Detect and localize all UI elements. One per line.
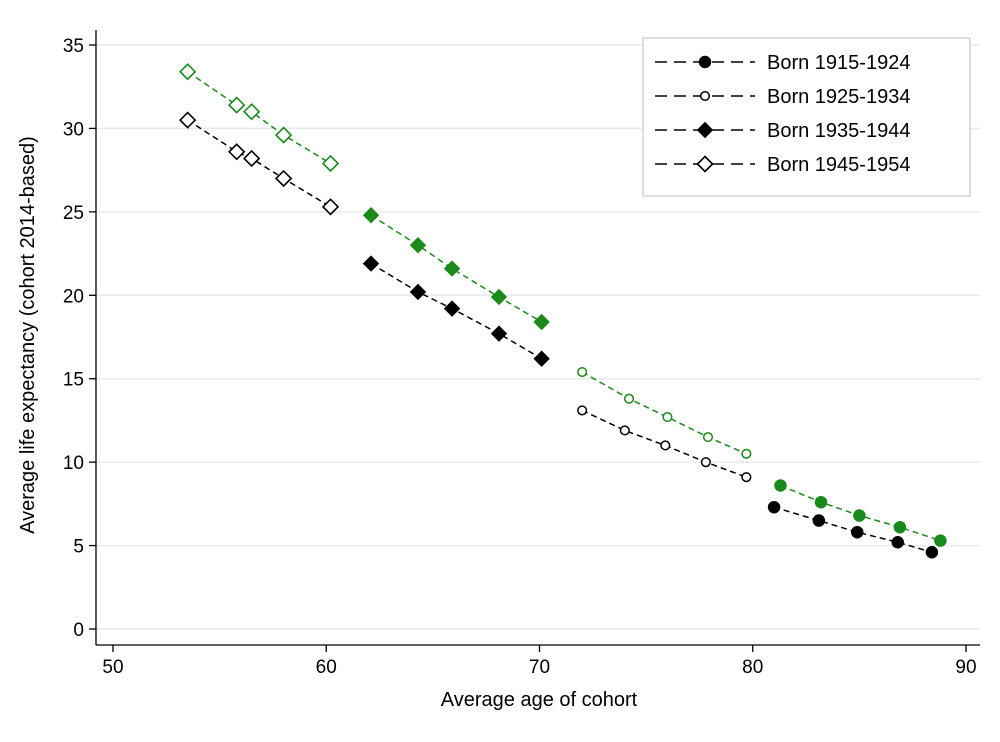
data-point [362,255,380,272]
series-0 [767,500,939,559]
y-tick-label: 25 [63,203,84,224]
series-layer [179,63,947,559]
legend-item: Born 1935-1944 [655,120,910,142]
data-point [533,313,550,331]
data-point [660,440,671,451]
y-tick-label: 30 [63,119,84,140]
data-point [767,500,781,514]
axes: 0 5 10 15 20 25 30 35 50 60 70 80 90 [63,30,980,678]
data-point [774,479,787,492]
data-point [409,283,427,301]
y-tick-label: 0 [73,620,84,641]
x-axis-title: Average age of cohort [441,689,638,711]
series-3 [577,366,752,459]
data-point [443,300,461,317]
legend-marker [696,155,714,173]
data-point [228,143,246,161]
legend-marker [698,55,712,69]
legend-item: Born 1915-1924 [655,52,910,74]
series-1 [774,479,947,547]
legend-item: Born 1945-1954 [655,154,910,176]
y-axis-title: Average life expectancy (cohort 2014-bas… [17,136,39,534]
series-7 [179,63,340,173]
y-tick-label: 35 [63,36,84,57]
y-tick-label: 10 [63,453,84,474]
data-point [577,405,588,416]
legend-label: Born 1945-1954 [767,154,910,176]
series-2 [577,405,752,483]
data-point [409,237,427,254]
data-point [533,350,550,367]
data-point [814,495,828,509]
data-point [853,509,866,522]
data-point [850,525,864,539]
legend-box [642,37,971,197]
x-tick-label: 90 [955,657,976,678]
data-point [624,393,635,404]
legend: Born 1915-1924 Born 1925-1934 Born 1935-19… [642,37,971,197]
x-tick-label: 50 [102,657,123,678]
series-line [773,506,933,553]
data-point [490,325,508,342]
y-tick-label: 15 [63,370,84,391]
legend-marker [699,90,711,102]
legend-marker [696,121,714,139]
series-line [581,371,747,455]
data-point [925,545,939,559]
data-point [891,535,905,549]
data-point [242,103,261,121]
x-tick-label: 60 [316,657,337,678]
legend-item: Born 1925-1934 [655,86,910,108]
data-point [321,154,340,173]
data-point [274,126,293,144]
data-point [228,96,246,114]
data-point [741,472,752,483]
legend-label: Born 1915-1924 [767,52,910,74]
data-point [242,149,261,168]
legend-label: Born 1935-1944 [767,120,910,142]
y-tick-label: 20 [63,286,84,307]
data-point [812,514,826,527]
data-point [274,169,293,188]
data-point [741,448,752,459]
data-point [700,457,711,468]
data-point [179,111,197,129]
data-point [577,366,588,378]
data-point [702,432,714,443]
data-point [662,412,673,423]
legend-label: Born 1925-1934 [767,86,910,108]
data-point [490,288,508,306]
data-point [619,425,630,436]
data-point [893,520,907,534]
y-tick-label: 5 [73,537,84,558]
data-point [179,63,197,81]
x-tick-label: 80 [742,657,763,678]
data-point [321,198,340,216]
series-6 [179,111,340,216]
x-tick-label: 70 [529,657,550,678]
data-point [443,260,461,277]
series-5 [362,206,550,331]
series-4 [362,255,550,367]
data-point [362,206,380,224]
data-point [934,534,947,547]
